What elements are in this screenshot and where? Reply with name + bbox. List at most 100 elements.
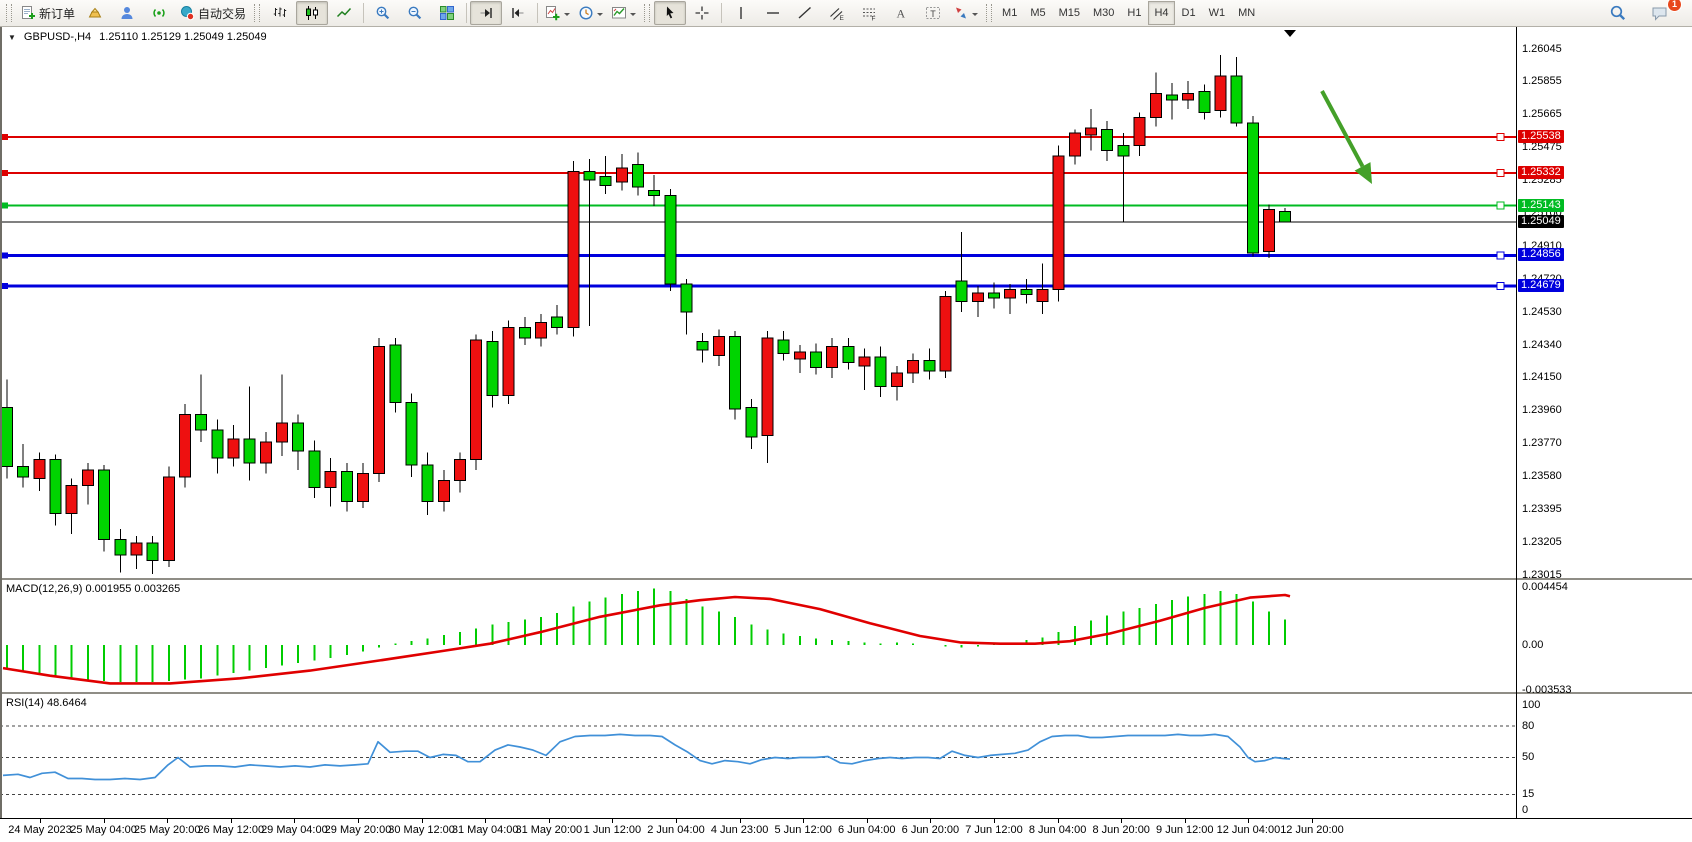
zoom-out-button[interactable] <box>399 1 431 25</box>
new-order-button[interactable]: 新订单 <box>16 1 79 25</box>
horizontal-lines[interactable] <box>0 133 1516 291</box>
arrows-button[interactable] <box>949 1 982 25</box>
toolbar: 新订单 自动交易 <box>0 0 1692 27</box>
window-left-edge <box>0 27 2 842</box>
zoom-out-icon <box>407 5 423 21</box>
tab-h1[interactable]: H1 <box>1127 7 1142 19</box>
tab-m5[interactable]: M5 <box>1030 7 1046 19</box>
time-tick <box>1248 819 1250 823</box>
down-arrow-annotation[interactable] <box>1320 90 1372 184</box>
auto-scroll-button[interactable] <box>470 1 503 25</box>
trendline-icon <box>797 5 813 21</box>
line-chart-icon <box>336 5 352 21</box>
equidistant-channel-icon: E <box>829 5 845 21</box>
bar-chart-button[interactable] <box>264 1 296 25</box>
macd-signal-line <box>2 593 1291 685</box>
notifications-button[interactable]: 1 <box>1644 0 1682 25</box>
tab-m30[interactable]: M30 <box>1093 7 1115 19</box>
svg-text:A: A <box>897 7 906 21</box>
crosshair-icon <box>694 5 710 21</box>
rsi-pane-label: RSI(14) 48.6464 <box>6 697 87 709</box>
search-button[interactable] <box>1602 1 1634 25</box>
horizontal-line-button[interactable] <box>757 1 789 25</box>
level-price-label: 1.25332 <box>1518 165 1564 179</box>
periods-button[interactable] <box>574 1 607 25</box>
ohlc-quotes: 1.25110 1.25129 1.25049 1.25049 <box>99 31 267 43</box>
time-tick <box>676 819 677 823</box>
candlestick-chart-button[interactable] <box>296 1 329 25</box>
time-tick <box>1121 819 1123 823</box>
tab-mn[interactable]: MN <box>1238 7 1256 19</box>
tile-windows-icon <box>439 5 455 21</box>
autotrade-icon <box>179 5 195 21</box>
autotrade-button[interactable]: 自动交易 <box>175 1 250 25</box>
toolbar-grip <box>644 4 651 22</box>
macd-tick-label: 0.004454 <box>1522 581 1568 594</box>
candles <box>1 55 1292 575</box>
tab-d1[interactable]: D1 <box>1181 7 1196 19</box>
tile-windows-button[interactable] <box>431 1 463 25</box>
time-tick-label: 29 May 04:00 <box>261 824 328 836</box>
indicators-button[interactable] <box>541 1 574 25</box>
chat-bubble-icon <box>1651 4 1669 22</box>
arrows-icon <box>953 5 969 21</box>
equidistant-channel-button[interactable]: E <box>821 1 853 25</box>
chart-canvas[interactable] <box>0 0 1516 842</box>
current-price-label: 1.25049 <box>1518 214 1564 228</box>
one-click-toggle-icon[interactable]: ▼ <box>8 32 16 42</box>
time-axis[interactable]: 24 May 2023 25 May 04:00 25 May 20:00 26 Ma… <box>0 818 1692 842</box>
price-tick-label: 1.24340 <box>1522 338 1562 351</box>
time-tick <box>1057 819 1059 823</box>
toolbar-grip <box>6 4 12 22</box>
pane-separator-macd-rsi[interactable] <box>0 692 1692 694</box>
time-tick <box>103 819 105 823</box>
cursor-button[interactable] <box>654 1 687 25</box>
gold-button[interactable] <box>79 1 111 25</box>
tab-h4[interactable]: H4 <box>1148 1 1175 25</box>
text-label-button[interactable]: T <box>917 1 949 25</box>
tab-m15[interactable]: M15 <box>1058 7 1080 19</box>
profile-button[interactable] <box>111 1 143 25</box>
time-tick-label: 26 May 12:00 <box>197 824 265 836</box>
time-tick-label: 6 Jun 20:00 <box>901 824 960 836</box>
text-button[interactable]: A <box>885 1 917 25</box>
tab-m1[interactable]: M1 <box>1002 7 1018 19</box>
templates-button[interactable] <box>607 1 640 25</box>
fibonacci-button[interactable]: F <box>853 1 885 25</box>
time-tick-label: 25 May 20:00 <box>133 824 201 836</box>
rsi-tick-label: 0 <box>1522 803 1529 816</box>
time-tick-label: 8 Jun 04:00 <box>1028 824 1087 836</box>
time-tick-label: 2 Jun 04:00 <box>647 824 705 836</box>
time-tick <box>612 819 614 823</box>
vertical-line-button[interactable] <box>725 1 757 25</box>
line-chart-button[interactable] <box>328 1 360 25</box>
periods-clock-icon <box>578 5 594 21</box>
toolbar-separator <box>363 3 365 23</box>
macd-tick-label: -0.003533 <box>1522 683 1572 696</box>
time-tick <box>421 819 423 823</box>
chart-shift-button[interactable] <box>502 1 534 25</box>
signal-button[interactable] <box>143 1 175 25</box>
svg-text:E: E <box>840 15 845 21</box>
candlestick-chart-icon <box>304 5 320 21</box>
time-tick-label: 4 Jun 23:00 <box>710 824 769 836</box>
notification-badge: 1 <box>1667 0 1682 12</box>
toolbar-right-group: 1 <box>1602 0 1690 25</box>
rsi-tick-label: 80 <box>1522 719 1535 732</box>
level-price-label: 1.25538 <box>1518 130 1564 144</box>
trendline-button[interactable] <box>789 1 821 25</box>
pane-separator-main-macd[interactable] <box>0 578 1692 580</box>
time-tick <box>803 819 805 823</box>
toolbar-separator <box>537 3 539 23</box>
time-tick-label: 5 Jun 12:00 <box>774 824 832 836</box>
time-tick <box>739 819 741 823</box>
price-axis-border <box>1516 27 1517 818</box>
rsi-levels <box>0 725 1516 795</box>
tab-w1[interactable]: W1 <box>1208 7 1226 19</box>
time-tick <box>1312 819 1313 823</box>
rsi-line <box>2 733 1291 781</box>
time-tick-label: 1 Jun 12:00 <box>583 824 642 836</box>
zoom-in-button[interactable] <box>367 1 399 25</box>
crosshair-button[interactable] <box>686 1 718 25</box>
chart-header: ▼ GBPUSD-,H4 1.25110 1.25129 1.25049 1.2… <box>8 31 267 43</box>
